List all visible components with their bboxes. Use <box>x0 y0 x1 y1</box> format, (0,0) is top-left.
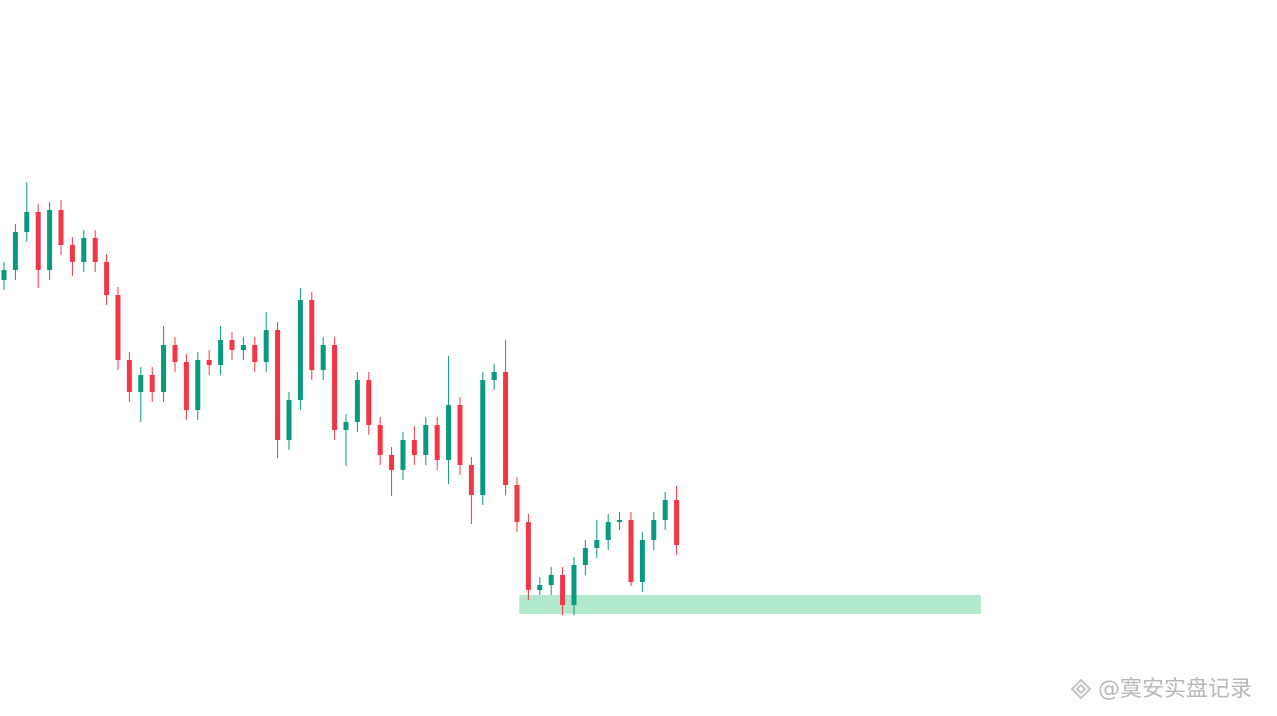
candle-body <box>12 232 18 270</box>
support-zone <box>519 595 981 614</box>
candle-body <box>229 340 235 350</box>
candle-body <box>651 520 657 540</box>
candle-body <box>138 375 144 392</box>
candle-body <box>582 548 588 565</box>
candle-body <box>218 340 224 365</box>
candle-body <box>468 465 474 495</box>
candle-body <box>537 585 543 590</box>
watermark: @寞安实盘记录 <box>1098 677 1252 702</box>
candle-body <box>605 522 611 540</box>
candle-body <box>457 405 463 465</box>
candle-body <box>35 212 41 270</box>
candle-body <box>514 485 520 522</box>
candle-body <box>525 522 531 590</box>
candle-body <box>263 330 269 362</box>
logo-inner <box>1075 683 1087 695</box>
candle-body <box>560 575 566 605</box>
candle-body <box>400 440 406 470</box>
candle-body <box>297 300 303 400</box>
candle-body <box>240 345 246 350</box>
candle-body <box>69 245 75 262</box>
candle-body <box>320 345 326 370</box>
candle-body <box>309 300 315 370</box>
candle-body <box>24 212 30 232</box>
candle-body <box>594 540 600 548</box>
candle-body <box>58 210 64 245</box>
candle-body <box>81 238 87 262</box>
candle-body <box>47 210 53 270</box>
candle-body <box>343 422 349 430</box>
candle-body <box>617 520 623 522</box>
candle-body <box>446 405 452 460</box>
candle-body <box>491 372 497 380</box>
candle-body <box>674 500 680 545</box>
logo-diamond <box>1070 678 1092 700</box>
candle-body <box>503 372 509 485</box>
candle-body <box>423 425 429 455</box>
candle-body <box>104 262 110 295</box>
candle-body <box>377 425 383 455</box>
candle-body <box>183 362 189 410</box>
candle-body <box>252 345 258 362</box>
plot <box>1 182 981 615</box>
candle-body <box>662 500 668 520</box>
candle-body <box>275 330 281 440</box>
candle-body <box>411 440 417 455</box>
candle-body <box>161 345 167 392</box>
candle-body <box>480 380 486 495</box>
candle-body <box>172 345 178 362</box>
candle-body <box>126 360 132 392</box>
candle-body <box>548 575 554 585</box>
candle-body <box>286 400 292 440</box>
candle-body <box>571 565 577 605</box>
candle-body <box>149 375 155 392</box>
candle-body <box>434 425 440 460</box>
candle-body <box>332 345 338 430</box>
candle-body <box>206 360 212 365</box>
candle-body <box>639 540 645 582</box>
candle-body <box>628 520 634 582</box>
candle-body <box>366 380 372 425</box>
watermark-logo <box>1070 678 1092 700</box>
candle-body <box>195 360 201 410</box>
candle-body <box>354 380 360 422</box>
candle-body <box>1 270 7 280</box>
candle-body <box>92 238 98 262</box>
candle-body <box>389 455 395 470</box>
candle-body <box>115 295 121 360</box>
